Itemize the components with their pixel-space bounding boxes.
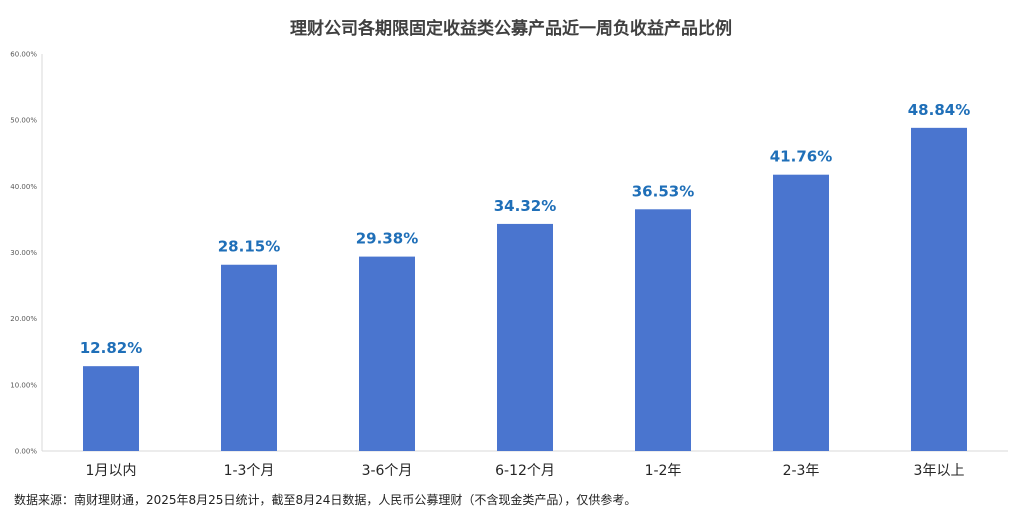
x-tick-label: 1-3个月	[224, 463, 275, 479]
x-tick-label: 1月以内	[86, 463, 137, 479]
x-tick-label: 3-6个月	[362, 463, 413, 479]
data-label: 36.53%	[632, 182, 694, 200]
y-tick-label: 50.00%	[10, 117, 37, 125]
data-label: 28.15%	[218, 238, 280, 256]
y-tick-label: 60.00%	[10, 51, 37, 59]
y-tick-label: 20.00%	[10, 315, 37, 323]
bar	[635, 209, 691, 451]
bar	[773, 174, 829, 452]
data-label: 34.32%	[494, 197, 556, 215]
bar	[497, 223, 553, 451]
chart-title: 理财公司各期限固定收益类公募产品近一周负收益产品比例	[290, 19, 732, 39]
bar	[911, 127, 967, 451]
data-label: 41.76%	[770, 148, 832, 166]
source-note: 数据来源：南财理财通，2025年8月25日统计，截至8月24日数据，人民币公募理…	[14, 493, 637, 507]
y-tick-label: 0.00%	[15, 448, 38, 456]
data-label: 48.84%	[908, 101, 970, 119]
data-label: 29.38%	[356, 230, 418, 248]
y-tick-label: 10.00%	[10, 381, 37, 389]
y-tick-label: 40.00%	[10, 183, 37, 191]
x-tick-label: 1-2年	[645, 463, 682, 479]
x-tick-label: 2-3年	[783, 463, 820, 479]
y-tick-label: 30.00%	[10, 249, 37, 257]
x-tick-label: 6-12个月	[495, 463, 555, 479]
bar	[359, 256, 415, 451]
bar	[221, 264, 277, 451]
data-label: 12.82%	[80, 339, 142, 357]
bar	[83, 366, 139, 451]
x-tick-label: 3年以上	[914, 463, 965, 479]
